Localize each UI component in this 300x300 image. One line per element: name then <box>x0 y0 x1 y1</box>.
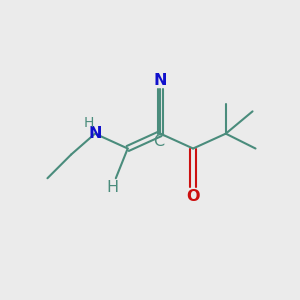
Text: C: C <box>153 134 164 149</box>
Text: N: N <box>154 73 167 88</box>
Text: O: O <box>186 189 200 204</box>
Text: N: N <box>88 126 102 141</box>
Text: H: H <box>107 180 119 195</box>
Text: H: H <box>83 116 94 130</box>
